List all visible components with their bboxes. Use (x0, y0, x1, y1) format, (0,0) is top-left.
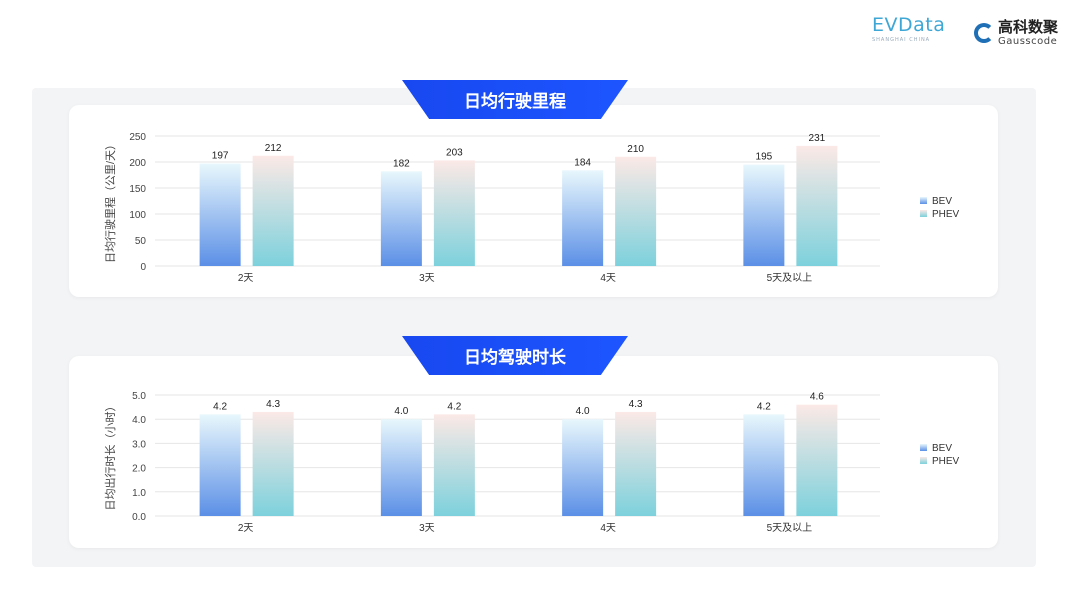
gausscode-mark-icon (974, 23, 994, 43)
y-tick-label: 4.0 (132, 415, 146, 426)
data-label: 4.6 (810, 392, 824, 403)
legend-label-phev: PHEV (932, 209, 960, 220)
y-tick-label: 5.0 (132, 391, 146, 402)
bar-phev (615, 411, 657, 516)
bar-bev (562, 419, 604, 516)
bar-bev (199, 414, 241, 516)
y-tick-label: 3.0 (132, 439, 146, 450)
legend-swatch-bev (920, 197, 927, 204)
bar-bev (743, 164, 785, 266)
x-tick-label: 2天 (238, 523, 254, 534)
x-tick-label: 5天及以上 (767, 272, 813, 284)
data-label: 203 (446, 147, 463, 158)
y-tick-label: 0.0 (132, 512, 146, 523)
y-tick-label: 100 (129, 210, 146, 221)
legend-swatch-bev (920, 444, 927, 451)
bar-bev (380, 419, 422, 516)
x-tick-label: 3天 (419, 273, 435, 284)
y-tick-label: 200 (129, 158, 146, 169)
bar-phev (433, 160, 475, 266)
legend-label-bev: BEV (932, 196, 952, 207)
legend-label-phev: PHEV (932, 456, 960, 467)
x-tick-label: 4天 (600, 273, 616, 284)
y-axis-label: 日均行驶里程（公里/天） (103, 139, 117, 263)
bar-phev (796, 404, 838, 516)
data-label: 231 (809, 133, 826, 144)
x-tick-label: 4天 (600, 523, 616, 534)
bar-phev (796, 145, 838, 266)
bar-bev (562, 170, 604, 266)
data-label: 4.2 (213, 401, 227, 412)
y-tick-label: 2.0 (132, 464, 146, 475)
gausscode-en: Gausscode (998, 36, 1058, 47)
bar-bev (743, 414, 785, 516)
bar-bev (380, 171, 422, 266)
bar-phev (252, 155, 294, 266)
data-label: 4.2 (757, 401, 771, 412)
bar-phev (433, 414, 475, 516)
data-label: 4.3 (629, 399, 643, 410)
x-tick-label: 5天及以上 (767, 522, 813, 534)
bar-bev (199, 163, 241, 266)
data-label: 4.0 (394, 406, 408, 417)
y-tick-label: 1.0 (132, 488, 146, 499)
data-label: 4.3 (266, 399, 280, 410)
legend-swatch-phev (920, 457, 927, 464)
data-label: 184 (574, 157, 591, 168)
chart-title-duration: 日均驾驶时长 (402, 336, 628, 375)
data-label: 4.2 (447, 401, 461, 412)
evdata-logo-text: EVData (872, 14, 946, 36)
legend-label-bev: BEV (932, 443, 952, 454)
x-tick-label: 2天 (238, 273, 254, 284)
evdata-logo: EVData SHANGHAI CHINA (872, 14, 945, 43)
bar-phev (615, 156, 657, 266)
legend-swatch-phev (920, 210, 927, 217)
data-label: 4.0 (576, 406, 590, 417)
evdata-logo-sub: SHANGHAI CHINA (872, 37, 931, 43)
y-tick-label: 250 (129, 132, 146, 143)
data-label: 195 (756, 152, 773, 163)
y-axis-label: 日均出行时长（小时） (103, 401, 117, 511)
data-label: 212 (265, 143, 282, 154)
x-tick-label: 3天 (419, 523, 435, 534)
y-tick-label: 50 (135, 236, 147, 247)
y-tick-label: 0 (140, 262, 146, 273)
gausscode-logo: 高科数聚 Gausscode (974, 18, 1058, 48)
gausscode-cn: 高科数聚 (998, 18, 1059, 36)
data-label: 197 (212, 151, 229, 162)
data-label: 182 (393, 158, 410, 169)
bar-phev (252, 411, 294, 516)
data-label: 210 (627, 144, 644, 155)
chart-title-mileage: 日均行驶里程 (402, 80, 628, 119)
y-tick-label: 150 (129, 184, 146, 195)
